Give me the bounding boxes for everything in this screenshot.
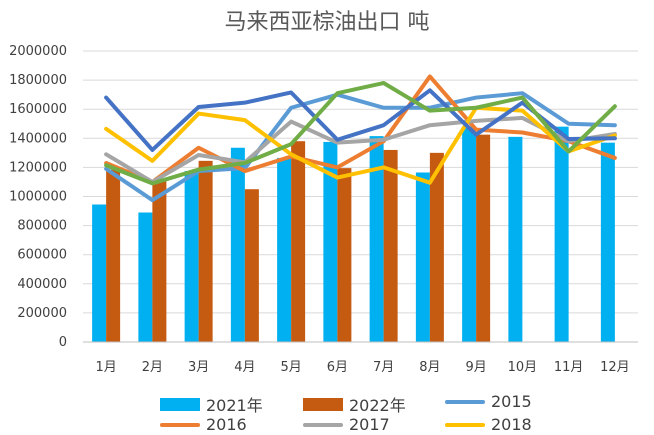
legend-swatch xyxy=(160,397,200,411)
x-tick-label: 6月 xyxy=(327,360,348,375)
x-tick-label: 5月 xyxy=(280,360,301,375)
bar-2021年-6月 xyxy=(323,141,338,342)
legend-item: 2016 xyxy=(160,415,247,434)
x-tick-label: 12月 xyxy=(600,360,630,375)
x-tick-label: 10月 xyxy=(508,360,538,375)
x-tick-label: 3月 xyxy=(188,360,209,375)
legend-label: 2018 xyxy=(491,415,532,434)
legend-label: 2021年 xyxy=(206,396,263,415)
legend-label: 2016 xyxy=(206,415,247,434)
line-series-2017 xyxy=(104,115,617,184)
legend-swatch xyxy=(445,399,485,404)
bar-2022年-7月 xyxy=(383,149,398,342)
legend-item: 2015 xyxy=(445,392,532,411)
bar-2022年-1月 xyxy=(106,169,121,342)
legend-item: 2018 xyxy=(445,415,532,434)
y-tick-label: 0 xyxy=(59,335,67,350)
x-axis-ticks: 1月 2月 3月 4月 5月 6月 7月 8月 9月 10月 11月 12月 xyxy=(83,341,638,375)
x-tick-label: 8月 xyxy=(419,360,440,375)
legend-item: 2017 xyxy=(303,415,390,434)
bar-2021年-10月 xyxy=(508,136,523,342)
x-tick-label: 4月 xyxy=(234,360,255,375)
legend-label: 2022年 xyxy=(349,396,406,415)
bar-2021年-12月 xyxy=(600,142,615,342)
legend-swatch xyxy=(303,397,343,411)
line-series-2018 xyxy=(104,105,617,185)
y-axis-ticks: 0 200000 400000 600000 800000 1000000 1200000 1… xyxy=(9,44,67,350)
bar-2022年-9月 xyxy=(476,134,491,342)
bar-2021年-1月 xyxy=(92,204,107,342)
line-series xyxy=(104,74,617,203)
bar-2021年-7月 xyxy=(369,136,384,342)
bar-2022年-8月 xyxy=(429,152,444,342)
bar-2022年-2月 xyxy=(152,181,167,342)
chart-title: 马来西亚棕油出口 吨 xyxy=(224,10,430,35)
y-tick-label: 2000000 xyxy=(9,44,67,59)
legend-label: 2015 xyxy=(491,392,532,411)
bar-2021年-3月 xyxy=(184,171,199,342)
bar-2021年-8月 xyxy=(415,172,430,342)
y-tick-label: 400000 xyxy=(17,277,67,292)
legend-swatch xyxy=(445,422,485,427)
y-tick-label: 1600000 xyxy=(9,102,67,117)
x-tick-label: 1月 xyxy=(95,360,116,375)
bar-2021年-2月 xyxy=(138,212,153,342)
x-tick-label: 7月 xyxy=(373,360,394,375)
y-tick-label: 800000 xyxy=(17,219,67,234)
bar-2021年-9月 xyxy=(462,126,477,342)
line-series-2015 xyxy=(104,91,617,203)
bar-2022年-6月 xyxy=(337,168,352,342)
line-series-unnamed-5 xyxy=(104,81,617,186)
x-tick-label: 11月 xyxy=(554,360,584,375)
legend-swatch xyxy=(303,422,343,427)
y-tick-label: 1200000 xyxy=(9,160,67,175)
legend-label: 2017 xyxy=(349,415,390,434)
x-tick-label: 2月 xyxy=(142,360,163,375)
y-tick-label: 1800000 xyxy=(9,73,67,88)
bar-2021年-4月 xyxy=(230,147,245,342)
chart-legend: 2021年 2022年 2015 2016 2017 2018 xyxy=(0,386,654,435)
y-tick-label: 1400000 xyxy=(9,131,67,146)
legend-item: 2022年 xyxy=(303,392,406,416)
bar-2021年-5月 xyxy=(277,157,292,342)
y-tick-label: 1000000 xyxy=(9,190,67,205)
line-series-2016 xyxy=(104,74,617,184)
y-tick-label: 600000 xyxy=(17,248,67,263)
legend-swatch xyxy=(160,422,200,427)
chart-plot: 0 200000 400000 600000 800000 1000000 1200000 1… xyxy=(9,44,638,375)
bar-2022年-5月 xyxy=(291,141,306,342)
legend-item: 2021年 xyxy=(160,392,263,416)
bar-2022年-4月 xyxy=(244,189,259,342)
bar-series xyxy=(92,126,615,342)
bar-2022年-3月 xyxy=(198,160,213,342)
bar-2021年-11月 xyxy=(554,126,569,342)
x-tick-label: 9月 xyxy=(465,360,486,375)
y-tick-label: 200000 xyxy=(17,306,67,321)
